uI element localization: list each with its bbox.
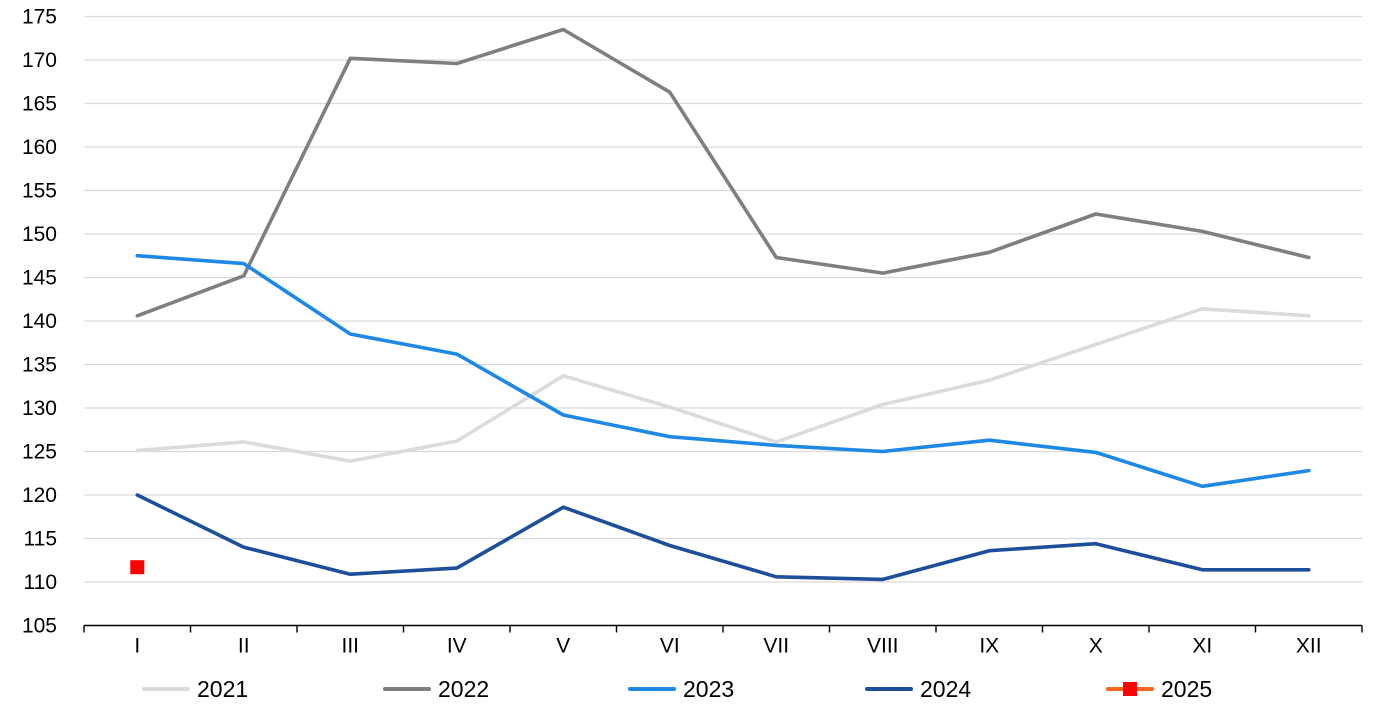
legend-label-2022: 2022	[438, 676, 490, 702]
x-tick-label-II: II	[238, 635, 250, 658]
chart-legend: 2021 2022 2023 2024 2025	[0, 672, 1400, 712]
legend-label-2024: 2024	[920, 676, 972, 702]
y-tick-label-115: 115	[24, 528, 57, 551]
series-line-2024	[135, 493, 1311, 582]
x-tick-label-X: X	[1089, 635, 1103, 658]
legend-marker-2025	[1123, 682, 1137, 696]
series-line-2023	[135, 253, 1311, 489]
x-tick-label-III: III	[341, 635, 359, 658]
legend-swatch-2021	[142, 687, 190, 691]
legend-swatch-2023	[628, 687, 676, 691]
x-tick-label-VI: VI	[660, 635, 680, 658]
y-tick-label-145: 145	[22, 267, 57, 290]
x-tick-label-IX: IX	[979, 635, 999, 658]
x-tick-label-V: V	[556, 635, 570, 658]
y-tick-label-135: 135	[22, 354, 57, 377]
gridlines	[84, 15, 1362, 583]
x-tick-label-VIII: VIII	[867, 635, 899, 658]
series-lines	[130, 27, 1311, 582]
y-tick-label-105: 105	[22, 615, 57, 638]
legend-label-2021: 2021	[197, 676, 249, 702]
x-axis	[83, 624, 1363, 633]
y-tick-label-125: 125	[22, 441, 57, 464]
legend-swatch-2024	[865, 687, 913, 691]
legend-swatch-2022	[383, 687, 431, 691]
legend-item-2023: 2023	[628, 672, 734, 706]
legend-item-2021: 2021	[142, 672, 248, 706]
x-tick-label-I: I	[134, 635, 140, 658]
legend-swatch-2025	[1106, 682, 1154, 696]
x-tick-label-XII: XII	[1296, 635, 1322, 658]
x-tick-label-IV: IV	[447, 635, 467, 658]
x-axis-labels: I II III IV V VI VII VIII IX X XI XII	[134, 635, 1321, 658]
series-marker-2025	[130, 560, 145, 575]
y-tick-label-160: 160	[22, 136, 57, 159]
legend-item-2022: 2022	[383, 672, 489, 706]
y-tick-label-130: 130	[22, 397, 57, 420]
y-tick-label-150: 150	[22, 223, 57, 246]
y-tick-label-170: 170	[22, 49, 57, 72]
y-tick-label-120: 120	[22, 484, 57, 507]
x-tick-label-VII: VII	[763, 635, 789, 658]
legend-label-2025: 2025	[1161, 676, 1213, 702]
legend-item-2025: 2025	[1106, 672, 1212, 706]
line-chart: 105 110 115 120 125 130 135 140 145 150 155 160 165 1…	[22, 6, 1363, 658]
y-tick-label-140: 140	[22, 310, 57, 333]
x-tick-label-XI: XI	[1192, 635, 1212, 658]
legend-label-2023: 2023	[683, 676, 735, 702]
y-tick-label-165: 165	[22, 93, 57, 116]
legend-item-2024: 2024	[865, 672, 971, 706]
y-tick-label-110: 110	[24, 571, 57, 594]
series-line-2022	[135, 27, 1311, 318]
y-tick-label-175: 175	[22, 6, 57, 29]
y-axis-labels: 105 110 115 120 125 130 135 140 145 150 155 160 165 1…	[22, 6, 57, 638]
series-line-2021	[135, 307, 1311, 463]
y-tick-label-155: 155	[22, 180, 57, 203]
